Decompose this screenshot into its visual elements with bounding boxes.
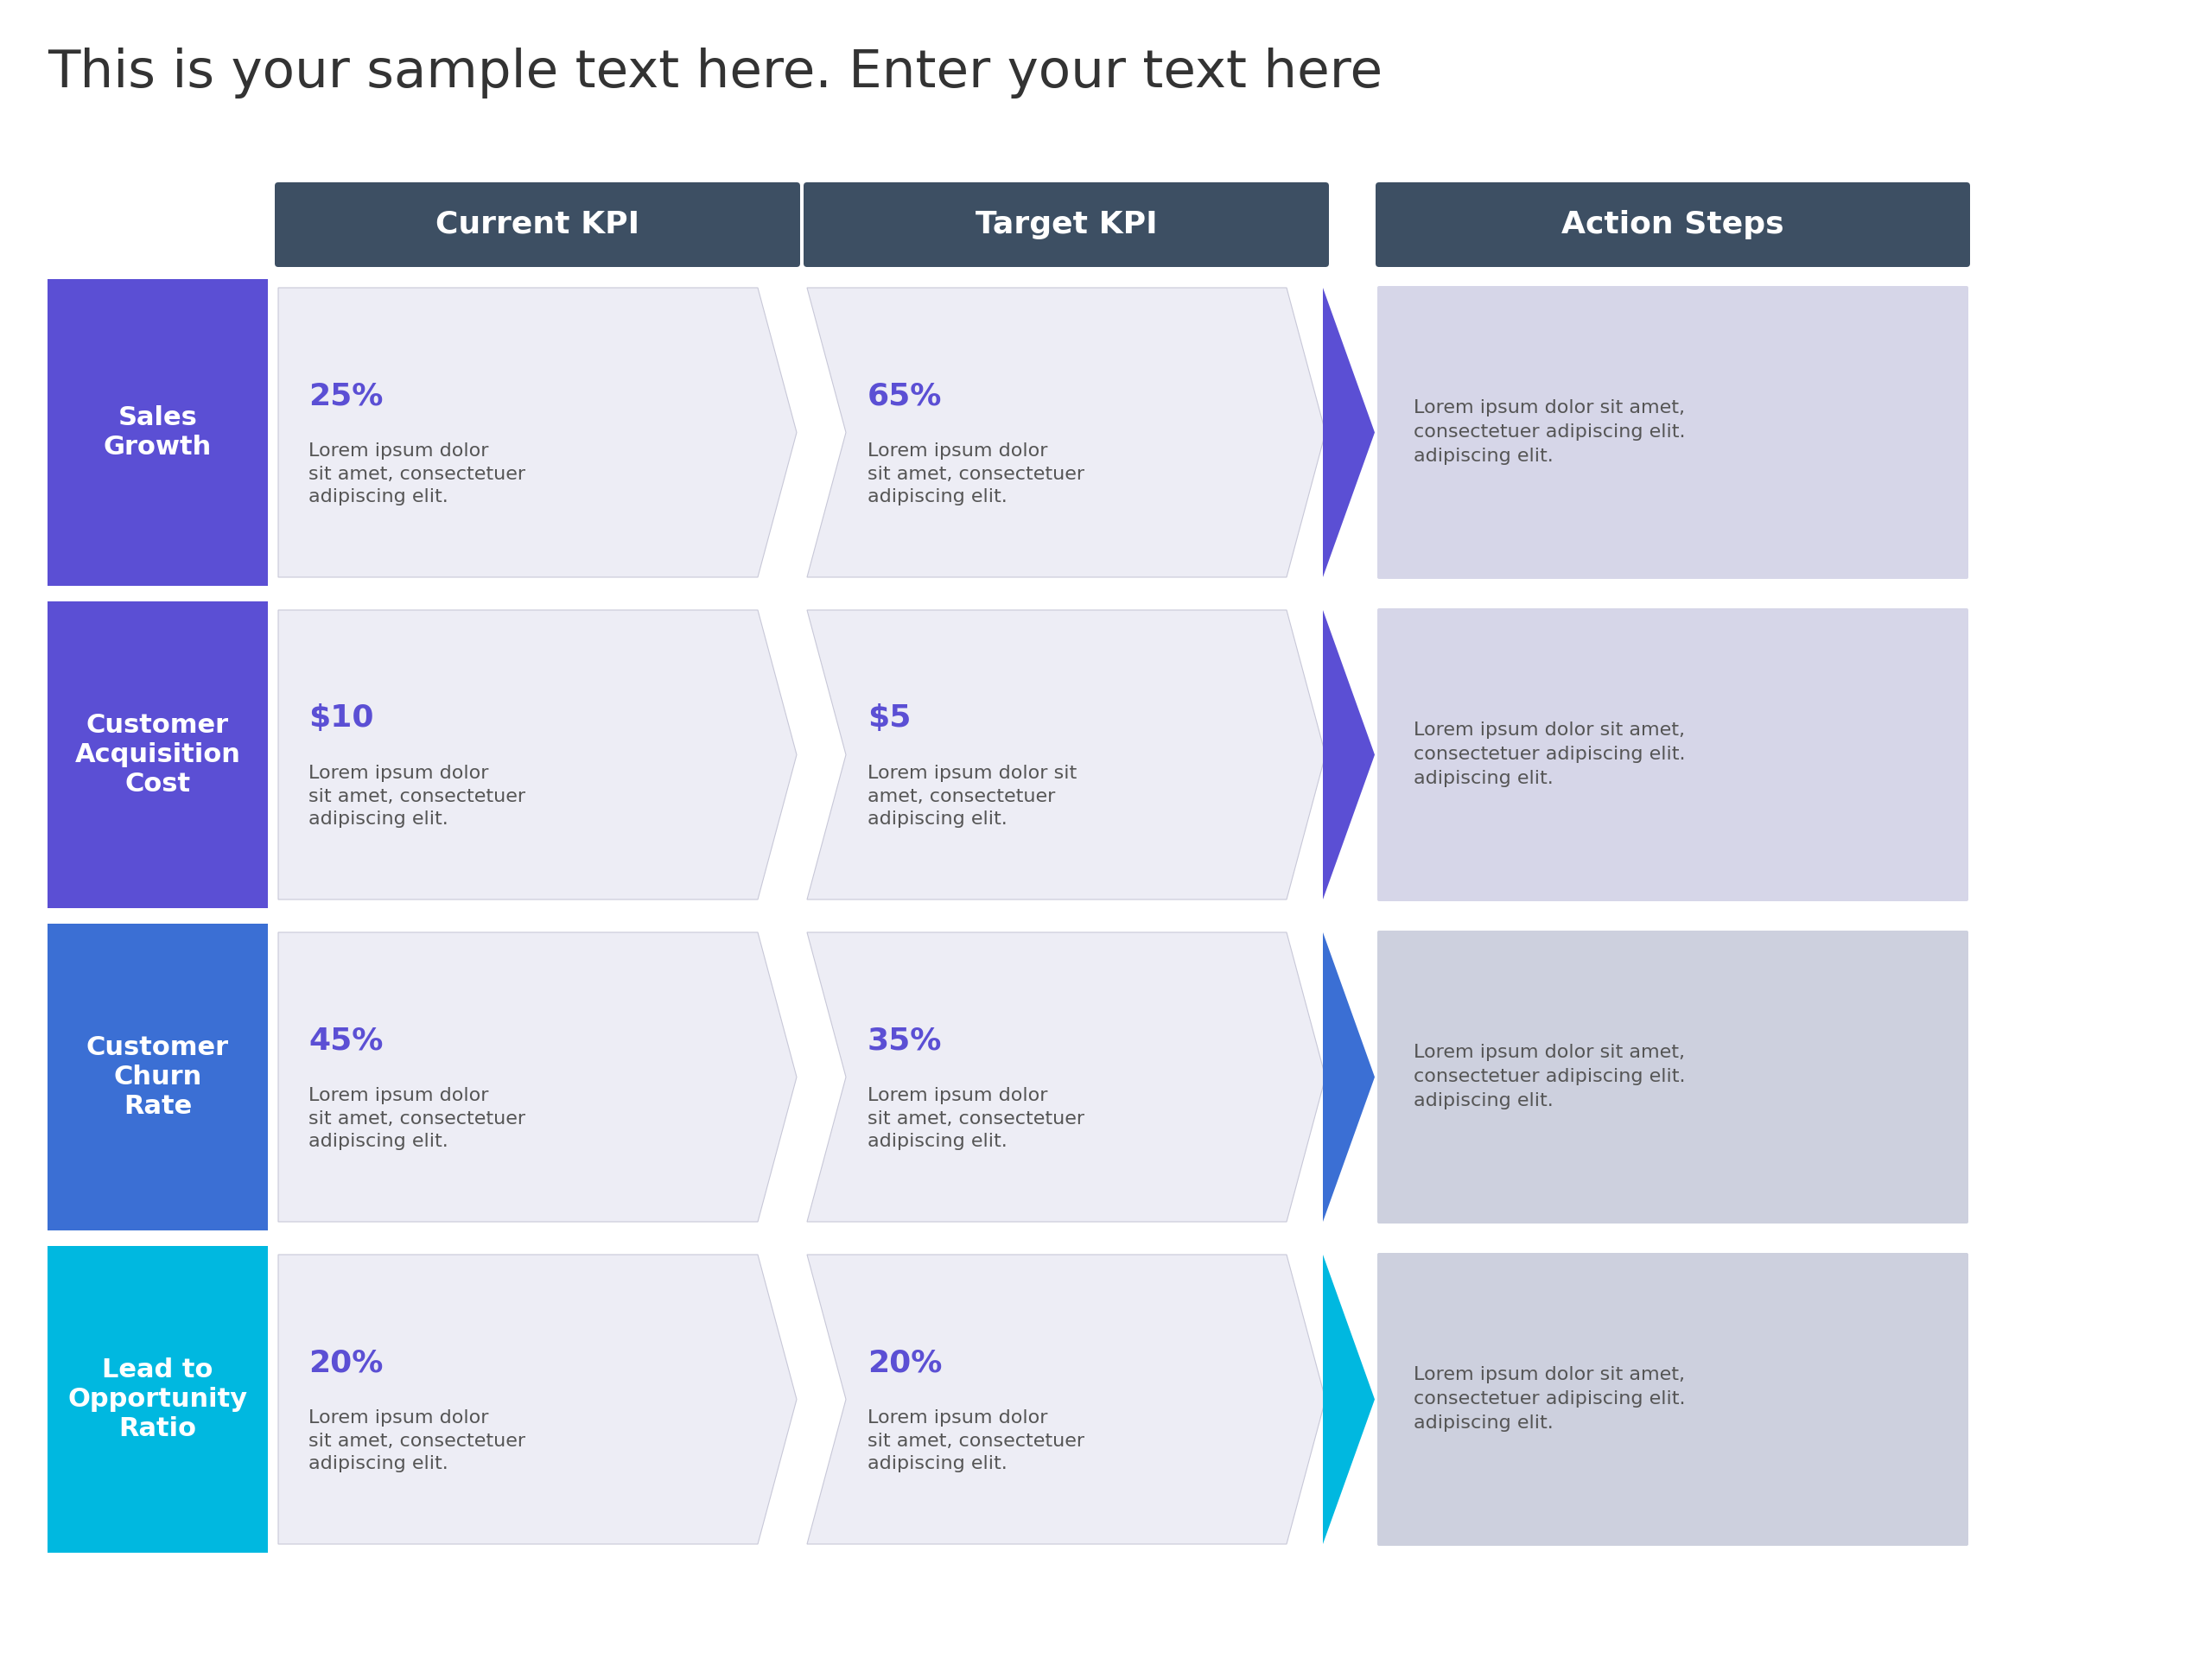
Text: Lorem ipsum dolor
sit amet, consectetuer
adipiscing elit.: Lorem ipsum dolor sit amet, consectetuer… [307, 765, 526, 828]
FancyBboxPatch shape [46, 1246, 268, 1553]
Polygon shape [1323, 287, 1374, 577]
Text: 20%: 20% [867, 1349, 942, 1377]
Text: Lead to
Opportunity
Ratio: Lead to Opportunity Ratio [69, 1357, 248, 1442]
Text: $10: $10 [307, 703, 374, 733]
Text: Lorem ipsum dolor sit amet,
consectetuer adipiscing elit.
adipiscing elit.: Lorem ipsum dolor sit amet, consectetuer… [1413, 1367, 1686, 1432]
Text: Lorem ipsum dolor
sit amet, consectetuer
adipiscing elit.: Lorem ipsum dolor sit amet, consectetuer… [307, 1087, 526, 1150]
FancyBboxPatch shape [1378, 931, 1969, 1223]
Text: Sales
Growth: Sales Growth [104, 405, 212, 460]
Text: Current KPI: Current KPI [436, 211, 639, 239]
Polygon shape [279, 1254, 796, 1545]
Polygon shape [1323, 932, 1374, 1221]
FancyBboxPatch shape [46, 279, 268, 586]
Text: Lorem ipsum dolor
sit amet, consectetuer
adipiscing elit.: Lorem ipsum dolor sit amet, consectetuer… [307, 443, 526, 506]
Text: This is your sample text here. Enter your text here: This is your sample text here. Enter you… [46, 48, 1382, 100]
Polygon shape [807, 932, 1325, 1221]
Polygon shape [1323, 611, 1374, 899]
Text: Customer
Churn
Rate: Customer Churn Rate [86, 1035, 230, 1118]
Text: Lorem ipsum dolor
sit amet, consectetuer
adipiscing elit.: Lorem ipsum dolor sit amet, consectetuer… [867, 443, 1084, 506]
FancyBboxPatch shape [46, 924, 268, 1231]
Text: 65%: 65% [867, 382, 942, 411]
Text: Target KPI: Target KPI [975, 211, 1157, 239]
Text: Customer
Acquisition
Cost: Customer Acquisition Cost [75, 713, 241, 796]
Text: 20%: 20% [307, 1349, 383, 1377]
Text: Action Steps: Action Steps [1562, 211, 1785, 239]
FancyBboxPatch shape [1378, 285, 1969, 579]
Polygon shape [279, 287, 796, 577]
Polygon shape [279, 932, 796, 1221]
Polygon shape [1323, 1254, 1374, 1545]
Text: $5: $5 [867, 703, 911, 733]
Text: 35%: 35% [867, 1025, 942, 1055]
Text: Lorem ipsum dolor
sit amet, consectetuer
adipiscing elit.: Lorem ipsum dolor sit amet, consectetuer… [867, 1087, 1084, 1150]
Text: Lorem ipsum dolor sit amet,
consectetuer adipiscing elit.
adipiscing elit.: Lorem ipsum dolor sit amet, consectetuer… [1413, 1044, 1686, 1110]
Polygon shape [279, 611, 796, 899]
Text: 45%: 45% [307, 1025, 383, 1055]
Text: 25%: 25% [307, 382, 383, 411]
Text: Lorem ipsum dolor sit
amet, consectetuer
adipiscing elit.: Lorem ipsum dolor sit amet, consectetuer… [867, 765, 1077, 828]
Polygon shape [807, 287, 1325, 577]
FancyBboxPatch shape [803, 182, 1329, 267]
Text: Lorem ipsum dolor
sit amet, consectetuer
adipiscing elit.: Lorem ipsum dolor sit amet, consectetuer… [307, 1410, 526, 1473]
Polygon shape [807, 1254, 1325, 1545]
FancyBboxPatch shape [1378, 609, 1969, 901]
Text: Lorem ipsum dolor sit amet,
consectetuer adipiscing elit.
adipiscing elit.: Lorem ipsum dolor sit amet, consectetuer… [1413, 400, 1686, 465]
FancyBboxPatch shape [1378, 1253, 1969, 1546]
FancyBboxPatch shape [1376, 182, 1971, 267]
Polygon shape [807, 611, 1325, 899]
FancyBboxPatch shape [46, 601, 268, 907]
Text: Lorem ipsum dolor
sit amet, consectetuer
adipiscing elit.: Lorem ipsum dolor sit amet, consectetuer… [867, 1410, 1084, 1473]
Text: Lorem ipsum dolor sit amet,
consectetuer adipiscing elit.
adipiscing elit.: Lorem ipsum dolor sit amet, consectetuer… [1413, 722, 1686, 788]
FancyBboxPatch shape [274, 182, 801, 267]
